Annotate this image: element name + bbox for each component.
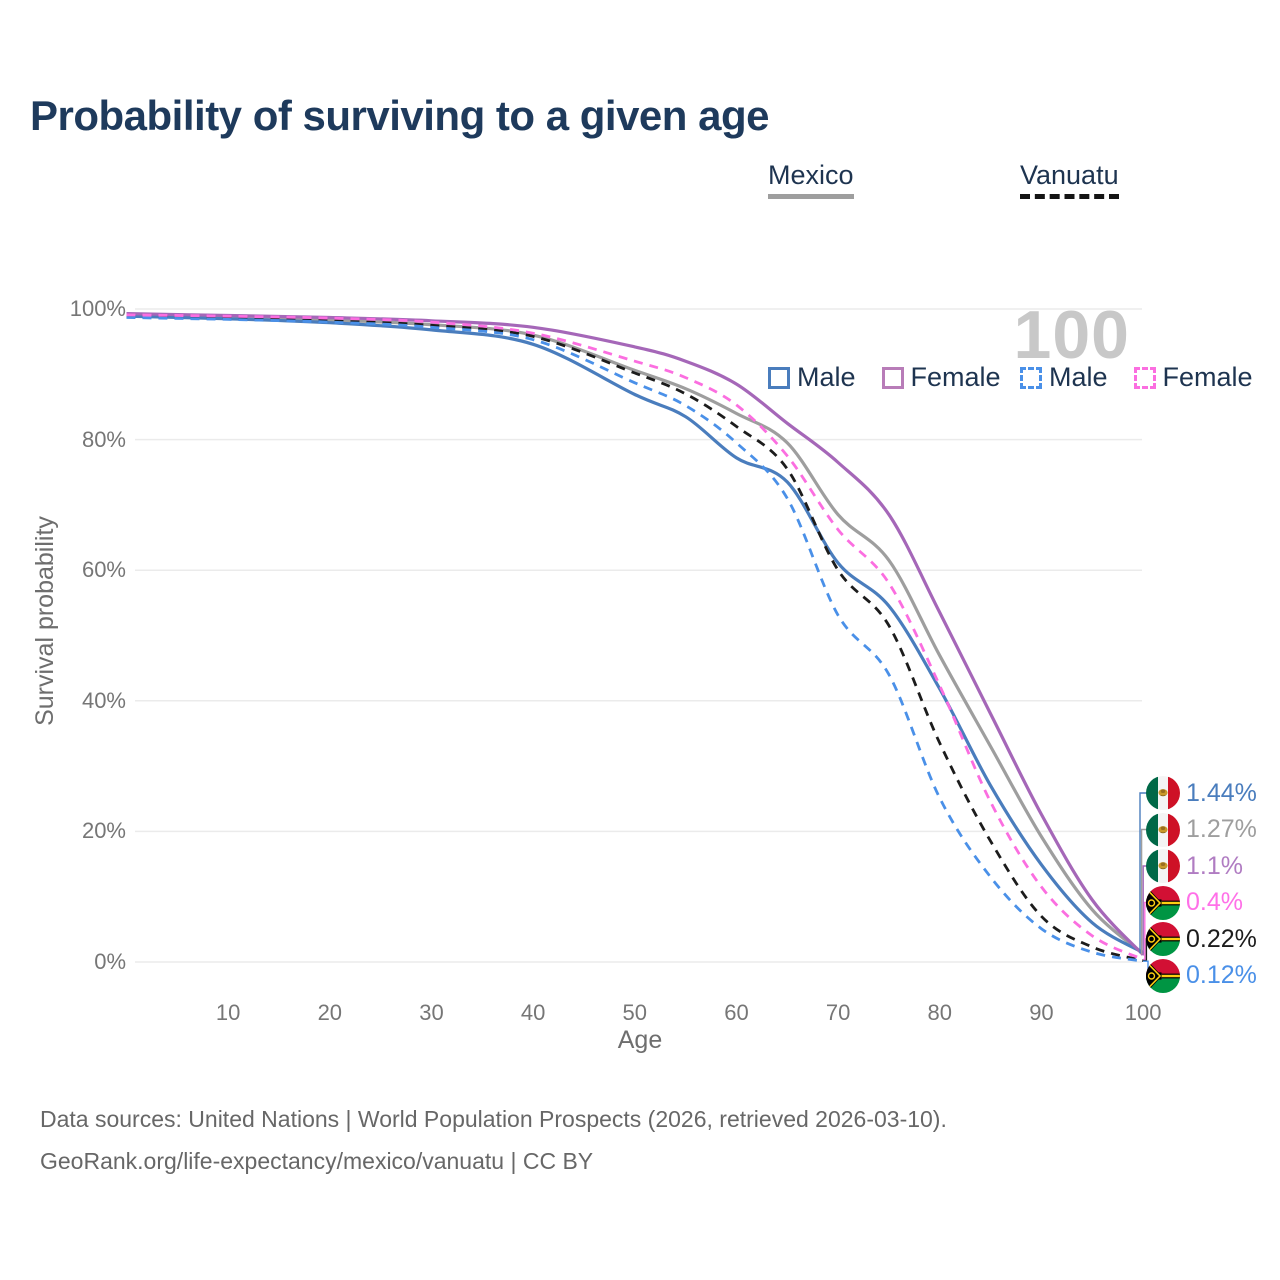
x-tick-label-50: 50	[622, 1000, 648, 1025]
x-tick-label-90: 90	[1029, 1000, 1054, 1025]
end-label-mexico-male[interactable]: 1.44%	[1146, 775, 1257, 811]
mexico-female-swatch-icon	[881, 366, 904, 389]
page-title: Probability of surviving to a given age	[30, 92, 769, 139]
vanuatu-female-swatch-icon	[1133, 366, 1156, 389]
curve-vanuatu-female	[126, 313, 1144, 961]
end-label-mexico-female[interactable]: 1.1%	[1146, 848, 1243, 884]
legend-label-vanuatu-female: Female	[1162, 362, 1253, 392]
end-label-value: 0.4%	[1186, 888, 1243, 916]
y-tick-label-80: 80%	[81, 426, 126, 452]
footer-sources: Data sources: United Nations | World Pop…	[40, 1106, 947, 1132]
legend-item-vanuatu-male[interactable]: Male	[1020, 362, 1108, 393]
x-tick-label-40: 40	[520, 1000, 546, 1025]
vanuatu-flag-icon	[1146, 922, 1180, 956]
mexico-flag-icon	[1146, 812, 1180, 847]
end-label-value: 0.12%	[1186, 961, 1257, 989]
age-watermark: 100	[1013, 297, 1130, 373]
legend-item-vanuatu-female[interactable]: Female	[1133, 362, 1253, 393]
x-tick-label-30: 30	[419, 1000, 444, 1025]
legend-item-mexico-male[interactable]: Male	[768, 362, 856, 393]
x-tick-label-70: 70	[825, 1000, 851, 1025]
x-axis-title: Age	[617, 1026, 663, 1054]
y-axis-title: Survival probability	[31, 516, 59, 726]
end-label-value: 1.44%	[1186, 778, 1257, 807]
vanuatu-male-swatch-icon	[1020, 366, 1042, 389]
legend-group-mexico: Mexico Male Female	[768, 160, 1001, 392]
y-tick-label-20: 20%	[81, 818, 126, 844]
x-tick-label-100: 100	[1124, 1000, 1162, 1025]
legend-item-mexico-female[interactable]: Female	[881, 362, 1001, 393]
mexico-flag-icon	[1146, 776, 1180, 810]
y-tick-label-60: 60%	[81, 557, 126, 583]
end-label-value: 0.22%	[1186, 924, 1257, 953]
legend-header-vanuatu[interactable]: Vanuatu	[1020, 160, 1119, 199]
leader-line-mexico-female	[1142, 865, 1148, 956]
legend-label-mexico-female: Female	[910, 362, 1001, 392]
vanuatu-flag-icon	[1146, 958, 1180, 993]
legend-label-vanuatu-male: Male	[1049, 362, 1108, 392]
x-tick-label-20: 20	[317, 1000, 343, 1025]
vanuatu-flag-icon	[1146, 885, 1180, 920]
end-label-vanuatu-both-sexes[interactable]: 0.22%	[1146, 921, 1257, 957]
leader-line-mexico-both-sexes	[1140, 828, 1148, 955]
mexico-male-swatch-icon	[768, 366, 790, 389]
curve-mexico-male	[126, 314, 1144, 954]
y-tick-label-100: 100%	[69, 296, 126, 321]
x-tick-label-60: 60	[724, 1000, 749, 1025]
end-label-vanuatu-female[interactable]: 0.4%	[1146, 885, 1243, 921]
curve-vanuatu-male	[126, 316, 1144, 963]
legend-label-mexico-male: Male	[797, 362, 856, 392]
curve-mexico-female	[126, 312, 1145, 956]
curve-mexico-both-sexes	[126, 313, 1145, 955]
legend-header-mexico[interactable]: Mexico	[768, 160, 854, 199]
mexico-flag-icon	[1146, 849, 1180, 883]
footer-attribution: GeoRank.org/life-expectancy/mexico/vanua…	[40, 1148, 594, 1174]
x-tick-label-80: 80	[927, 1000, 952, 1025]
y-tick-label-40: 40%	[81, 687, 126, 713]
end-label-mexico-both-sexes[interactable]: 1.27%	[1146, 812, 1257, 848]
curve-vanuatu-both-sexes	[126, 314, 1144, 962]
x-tick-label-10: 10	[215, 1000, 241, 1025]
legend-group-vanuatu: Vanuatu Male Female	[1020, 160, 1253, 392]
end-label-value: 1.27%	[1186, 815, 1257, 843]
end-label-value: 1.1%	[1186, 851, 1243, 880]
y-tick-label-0: 0%	[94, 949, 126, 974]
end-label-vanuatu-male[interactable]: 0.12%	[1146, 958, 1257, 994]
